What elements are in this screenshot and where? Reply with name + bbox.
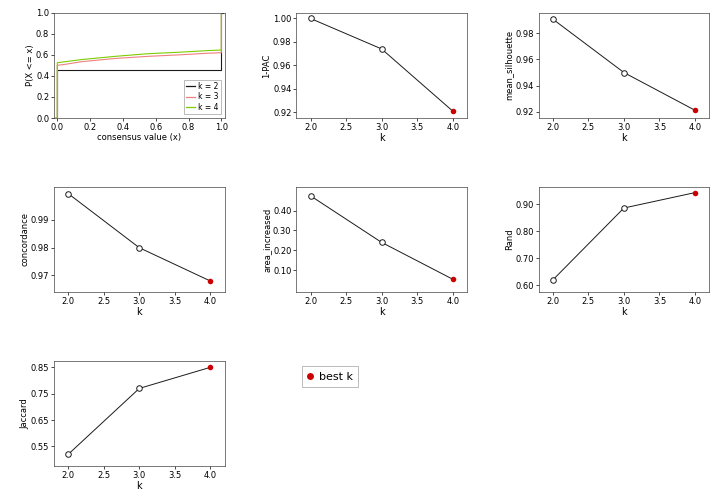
- X-axis label: k: k: [621, 134, 626, 143]
- X-axis label: k: k: [379, 307, 384, 318]
- Legend: best k: best k: [302, 366, 358, 388]
- Y-axis label: concordance: concordance: [20, 212, 30, 267]
- X-axis label: k: k: [621, 307, 626, 318]
- Legend: k = 2, k = 3, k = 4: k = 2, k = 3, k = 4: [184, 80, 221, 114]
- X-axis label: k: k: [137, 481, 142, 491]
- X-axis label: k: k: [379, 134, 384, 143]
- Y-axis label: mean_silhouette: mean_silhouette: [505, 30, 514, 100]
- Y-axis label: area_increased: area_increased: [263, 207, 271, 272]
- X-axis label: k: k: [137, 307, 142, 318]
- Y-axis label: Jaccard: Jaccard: [20, 398, 30, 429]
- Y-axis label: P(X <= x): P(X <= x): [25, 44, 35, 86]
- X-axis label: consensus value (x): consensus value (x): [97, 134, 181, 142]
- Y-axis label: 1-PAC: 1-PAC: [263, 53, 271, 78]
- Y-axis label: Rand: Rand: [505, 229, 514, 250]
